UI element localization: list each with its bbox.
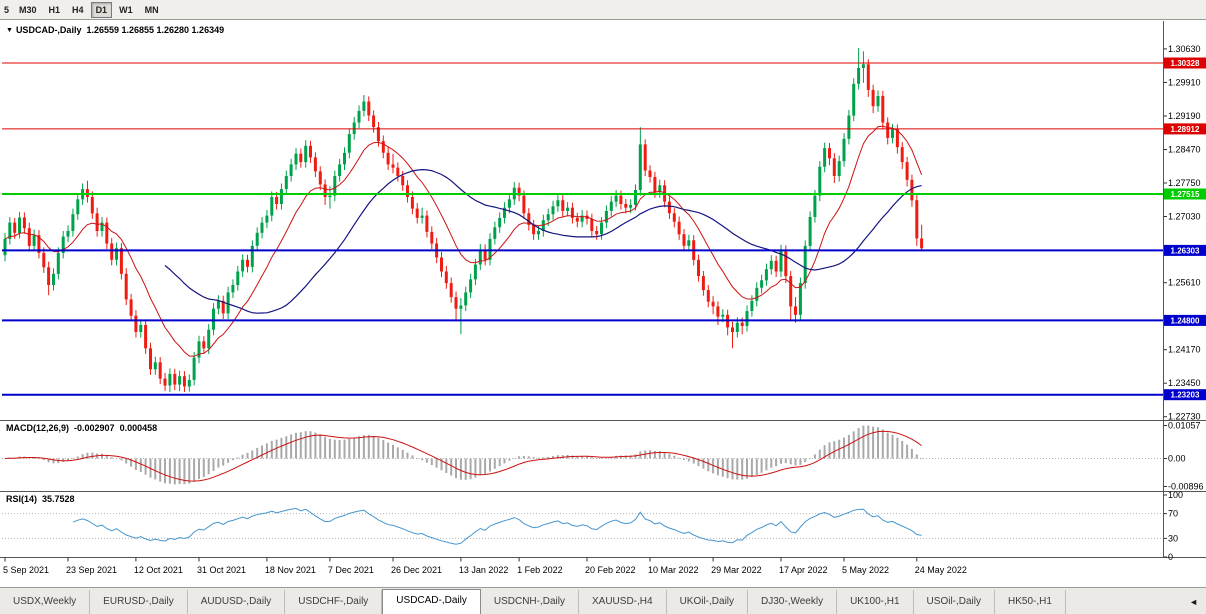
symbol-tab-usdcad-daily[interactable]: USDCAD-,Daily: [382, 589, 481, 614]
date-axis-label: 12 Oct 2021: [134, 565, 183, 575]
price-level-badge-label: 1.26303: [1171, 246, 1200, 255]
date-axis-label: 23 Sep 2021: [66, 565, 117, 575]
tab-scroll-left-button[interactable]: ◄: [1189, 597, 1198, 607]
date-axis-label: 7 Dec 2021: [328, 565, 374, 575]
symbol-tabbar: USDX,Weekly EURUSD-,Daily AUDUSD-,Daily USD…: [0, 587, 1206, 614]
macd-histogram: [4, 425, 923, 485]
date-axis-label: 5 May 2022: [842, 565, 889, 575]
timeframe-toolbar: 5 M30 H1 H4 D1 W1 MN: [0, 0, 1206, 20]
timeframe-button-mn[interactable]: MN: [144, 4, 159, 15]
ma-fast-line: [4, 125, 923, 357]
date-axis-label: 10 Mar 2022: [648, 565, 699, 575]
date-axis-label: 24 May 2022: [915, 565, 967, 575]
rsi-axis-label: 0: [1168, 552, 1173, 562]
price-axis-label: 1.29190: [1168, 111, 1201, 121]
candlestick-series: [3, 48, 924, 393]
timeframe-button-h1[interactable]: H1: [48, 4, 61, 15]
date-axis-label: 29 Mar 2022: [711, 565, 762, 575]
macd-axis-label: 0.01057: [1168, 421, 1201, 431]
price-level-badge-label: 1.27515: [1171, 190, 1200, 199]
macd-axis-label: 0.00: [1168, 454, 1186, 464]
symbol-tab-eurusd-daily[interactable]: EURUSD-,Daily: [90, 590, 188, 614]
symbol-tab-uk100-h1[interactable]: UK100-,H1: [837, 590, 914, 614]
price-level-badge: [1164, 389, 1206, 401]
symbol-tab-usdx-weekly[interactable]: USDX,Weekly: [0, 590, 91, 614]
date-axis-label: 13 Jan 2022: [459, 565, 509, 575]
timeframe-button-h4[interactable]: H4: [72, 4, 84, 15]
chart-area: 1.30630 1.29910 1.29190 1.28470 1.27750 1.270…: [0, 21, 1206, 587]
price-axis[interactable]: 1.30630 1.29910 1.29190 1.28470 1.27750 1.270…: [1163, 44, 1206, 562]
date-axis-label: 26 Dec 2021: [391, 565, 442, 575]
timeframe-button-d1[interactable]: D1: [90, 1, 113, 18]
price-axis-label: 1.29910: [1168, 78, 1201, 88]
price-chart-canvas[interactable]: 1.30630 1.29910 1.29190 1.28470 1.27750 1.270…: [0, 21, 1206, 587]
rsi-line: [72, 507, 922, 545]
price-level-badge-label: 1.24800: [1171, 316, 1200, 325]
symbol-tab-xauusd-h4[interactable]: XAUUSD-,H4: [579, 590, 667, 614]
price-axis-label: 1.27750: [1168, 178, 1201, 188]
price-axis-label: 1.30630: [1168, 44, 1201, 54]
timeframe-button-m30[interactable]: M30: [19, 4, 37, 15]
ma-slow-line: [164, 168, 922, 314]
timeframe-button-5[interactable]: 5: [4, 4, 10, 15]
price-level-badge: [1164, 314, 1206, 326]
price-axis-label: 1.22730: [1168, 412, 1201, 422]
rsi-axis-label: 70: [1168, 509, 1178, 519]
symbol-tab-audusd-daily[interactable]: AUDUSD-,Daily: [188, 590, 286, 614]
price-level-badge-label: 1.28912: [1171, 125, 1200, 134]
rsi-axis-label: 100: [1168, 490, 1183, 500]
symbol-tab-usdchf-daily[interactable]: USDCHF-,Daily: [285, 590, 383, 614]
symbol-tab-usoil-daily[interactable]: USOil-,Daily: [914, 590, 995, 614]
price-level-badge-label: 1.30328: [1171, 59, 1200, 68]
price-axis-label: 1.23450: [1168, 378, 1201, 388]
symbol-tab-ukoil-daily[interactable]: UKOil-,Daily: [667, 590, 749, 614]
symbol-tab-usdcnh-daily[interactable]: USDCNH-,Daily: [481, 590, 579, 614]
price-axis-label: 1.27030: [1168, 212, 1201, 222]
date-axis-label: 1 Feb 2022: [517, 565, 563, 575]
date-axis[interactable]: 5 Sep 2021 23 Sep 2021 12 Oct 2021 31 Oct 2…: [3, 557, 967, 576]
date-axis-label: 5 Sep 2021: [3, 565, 49, 575]
price-axis-label: 1.28470: [1168, 145, 1201, 155]
macd-signal-line: [4, 430, 922, 482]
rsi-axis-label: 30: [1168, 533, 1178, 543]
price-level-badge: [1164, 244, 1206, 256]
date-axis-label: 31 Oct 2021: [197, 565, 246, 575]
price-level-badge: [1164, 123, 1206, 135]
symbol-tab-hk50-h1[interactable]: HK50-,H1: [995, 590, 1066, 614]
timeframe-button-w1[interactable]: W1: [119, 4, 133, 15]
price-level-badge: [1164, 188, 1206, 200]
macd-axis-label: -0.00896: [1168, 482, 1204, 492]
symbol-tab-dj30-weekly[interactable]: DJ30-,Weekly: [748, 590, 838, 614]
price-axis-label: 1.24170: [1168, 345, 1201, 355]
date-axis-label: 17 Apr 2022: [779, 565, 828, 575]
price-axis-label: 1.25610: [1168, 278, 1201, 288]
price-level-badge-label: 1.23203: [1171, 391, 1200, 400]
date-axis-label: 18 Nov 2021: [265, 565, 316, 575]
date-axis-label: 20 Feb 2022: [585, 565, 636, 575]
price-level-badge: [1164, 57, 1206, 69]
